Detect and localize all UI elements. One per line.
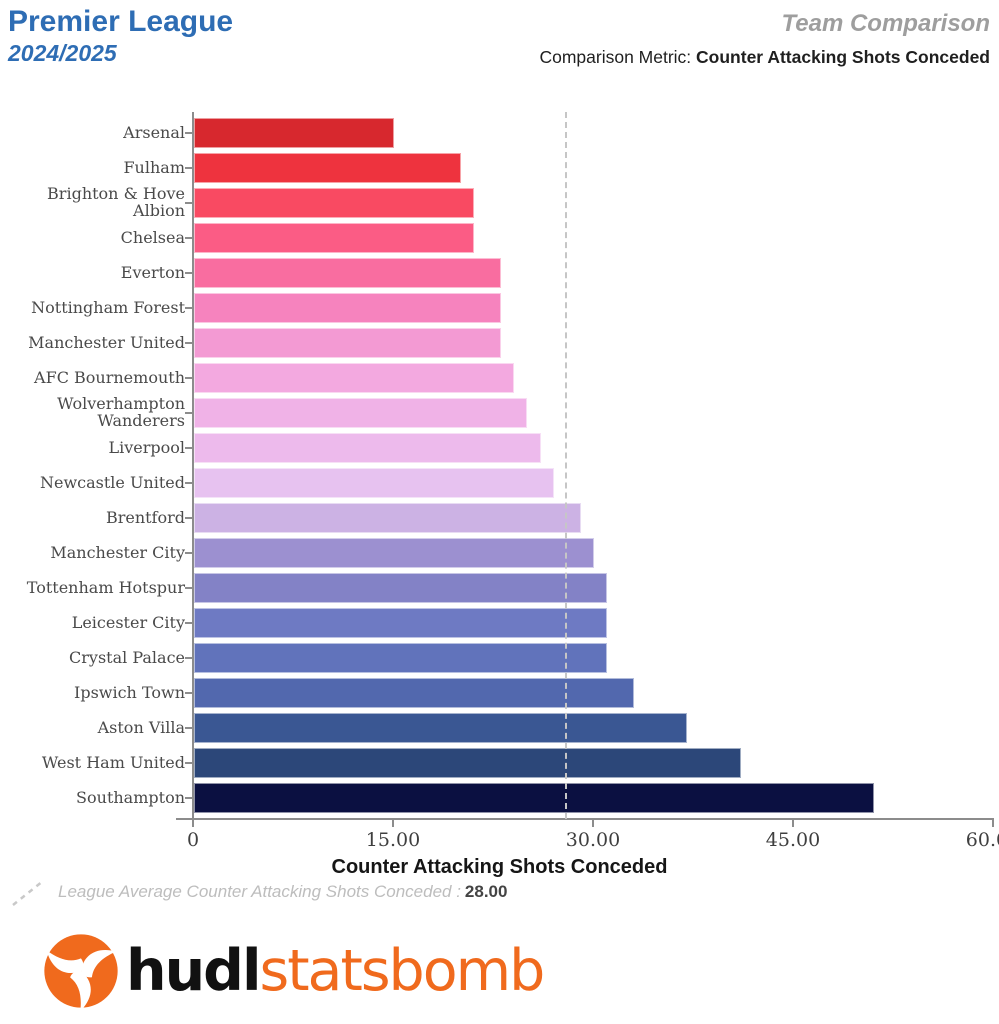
bar-arsenal <box>194 118 394 148</box>
statsbomb-ball-icon <box>44 934 118 1010</box>
comparison-metric-line: Comparison Metric: Counter Attacking Sho… <box>539 47 990 68</box>
x-axis-title: Counter Attacking Shots Conceded <box>331 856 668 878</box>
y-axis-tick <box>185 167 192 169</box>
season-subtitle: 2024/2025 <box>8 39 117 66</box>
team-label: Leicester City <box>71 612 185 632</box>
report-type-title: Team Comparison <box>781 10 991 37</box>
team-label: Newcastle United <box>39 472 185 492</box>
x-tick-label: 30.00 <box>565 829 621 851</box>
x-tick-label: 15.00 <box>365 829 421 851</box>
team-label: Chelsea <box>120 227 185 247</box>
y-axis-tick <box>185 202 192 204</box>
y-axis-tick <box>185 762 192 764</box>
bar-chart-plot-area: Arsenal Fulham Brighton & Hove Albion Chels… <box>26 112 999 851</box>
bar-fulham <box>194 153 461 183</box>
y-axis-tick <box>185 552 192 554</box>
bar-afc-bournemouth <box>194 363 514 393</box>
bar-liverpool <box>194 433 541 463</box>
team-label: Fulham <box>123 157 185 177</box>
y-axis-tick <box>185 377 192 379</box>
logo-statsbomb-text: statsbomb <box>259 938 546 1004</box>
team-label: Southampton <box>76 787 185 807</box>
y-axis-tick <box>185 237 192 239</box>
y-axis-tick <box>185 132 192 134</box>
y-axis-tick <box>185 482 192 484</box>
bar-wolverhampton-wanderers <box>194 398 528 428</box>
bar-crystal-palace <box>194 643 608 673</box>
bar-everton <box>194 258 501 288</box>
team-label: Ipswich Town <box>74 682 185 702</box>
metric-label: Comparison Metric: <box>539 47 697 67</box>
header-left: Premier League 2024/2025 <box>8 6 233 67</box>
y-axis-tick <box>185 447 192 449</box>
team-label: Nottingham Forest <box>31 297 185 317</box>
y-axis-tick <box>185 622 192 624</box>
x-tick-label: 45.00 <box>765 829 821 851</box>
y-axis-tick <box>185 797 192 799</box>
y-axis-tick <box>185 692 192 694</box>
logo-hudl-text: hudl <box>126 938 261 1004</box>
bar-brentford <box>194 503 581 533</box>
league-average-legend: League Average Counter Attacking Shots C… <box>10 876 507 908</box>
dashed-line-icon <box>12 880 44 906</box>
league-average-value: 28.00 <box>464 882 508 901</box>
bar-ipswich-town <box>194 678 634 708</box>
x-axis-tick <box>392 820 394 827</box>
x-axis-tick <box>592 820 594 827</box>
league-title: Premier League <box>8 5 234 38</box>
team-label: Arsenal <box>123 122 185 142</box>
team-label: Brentford <box>105 507 185 527</box>
team-label: Aston Villa <box>97 717 185 737</box>
x-axis-tick <box>792 820 794 827</box>
bar-manchester-city <box>194 538 594 568</box>
bar-west-ham-united <box>194 748 741 778</box>
bar-nottingham-forest <box>194 293 501 323</box>
x-axis-tick <box>992 820 994 827</box>
y-axis-tick <box>185 307 192 309</box>
team-label: Brighton & Hove Albion <box>47 184 185 220</box>
x-tick-label: 0 <box>186 829 200 851</box>
metric-name: Counter Attacking Shots Conceded <box>696 47 990 67</box>
x-axis-line <box>176 818 994 820</box>
team-label: West Ham United <box>41 752 185 772</box>
team-label: Manchester City <box>50 542 185 562</box>
y-axis-tick <box>185 587 192 589</box>
bar-leicester-city <box>194 608 608 638</box>
y-axis-tick <box>185 727 192 729</box>
header-right: Team Comparison Comparison Metric: Count… <box>539 10 990 68</box>
bar-southampton <box>194 783 874 813</box>
y-axis-tick <box>185 272 192 274</box>
bar-aston-villa <box>194 713 688 743</box>
team-label: Crystal Palace <box>69 647 185 667</box>
team-label: Wolverhampton Wanderers <box>57 394 185 430</box>
x-tick-label: 60.00 <box>965 829 999 851</box>
bar-manchester-united <box>194 328 501 358</box>
league-average-label: League Average Counter Attacking Shots C… <box>58 882 461 901</box>
y-axis-tick <box>185 517 192 519</box>
y-axis-tick <box>185 342 192 344</box>
team-label: Everton <box>120 262 185 282</box>
team-label: AFC Bournemouth <box>34 367 185 387</box>
bar-newcastle-united <box>194 468 554 498</box>
league-average-line <box>565 112 568 819</box>
team-label: Tottenham Hotspur <box>26 577 185 597</box>
bar-chelsea <box>194 223 474 253</box>
bar-tottenham-hotspur <box>194 573 608 603</box>
team-label: Liverpool <box>108 437 185 457</box>
team-label: Manchester United <box>28 332 185 352</box>
y-axis-tick <box>185 412 192 414</box>
x-axis-tick <box>192 820 194 827</box>
y-axis-tick <box>185 657 192 659</box>
hudl-statsbomb-logo: hudl statsbomb <box>42 932 546 1010</box>
bar-brighton-&-hove-albion <box>194 188 474 218</box>
y-axis-line <box>191 112 194 819</box>
